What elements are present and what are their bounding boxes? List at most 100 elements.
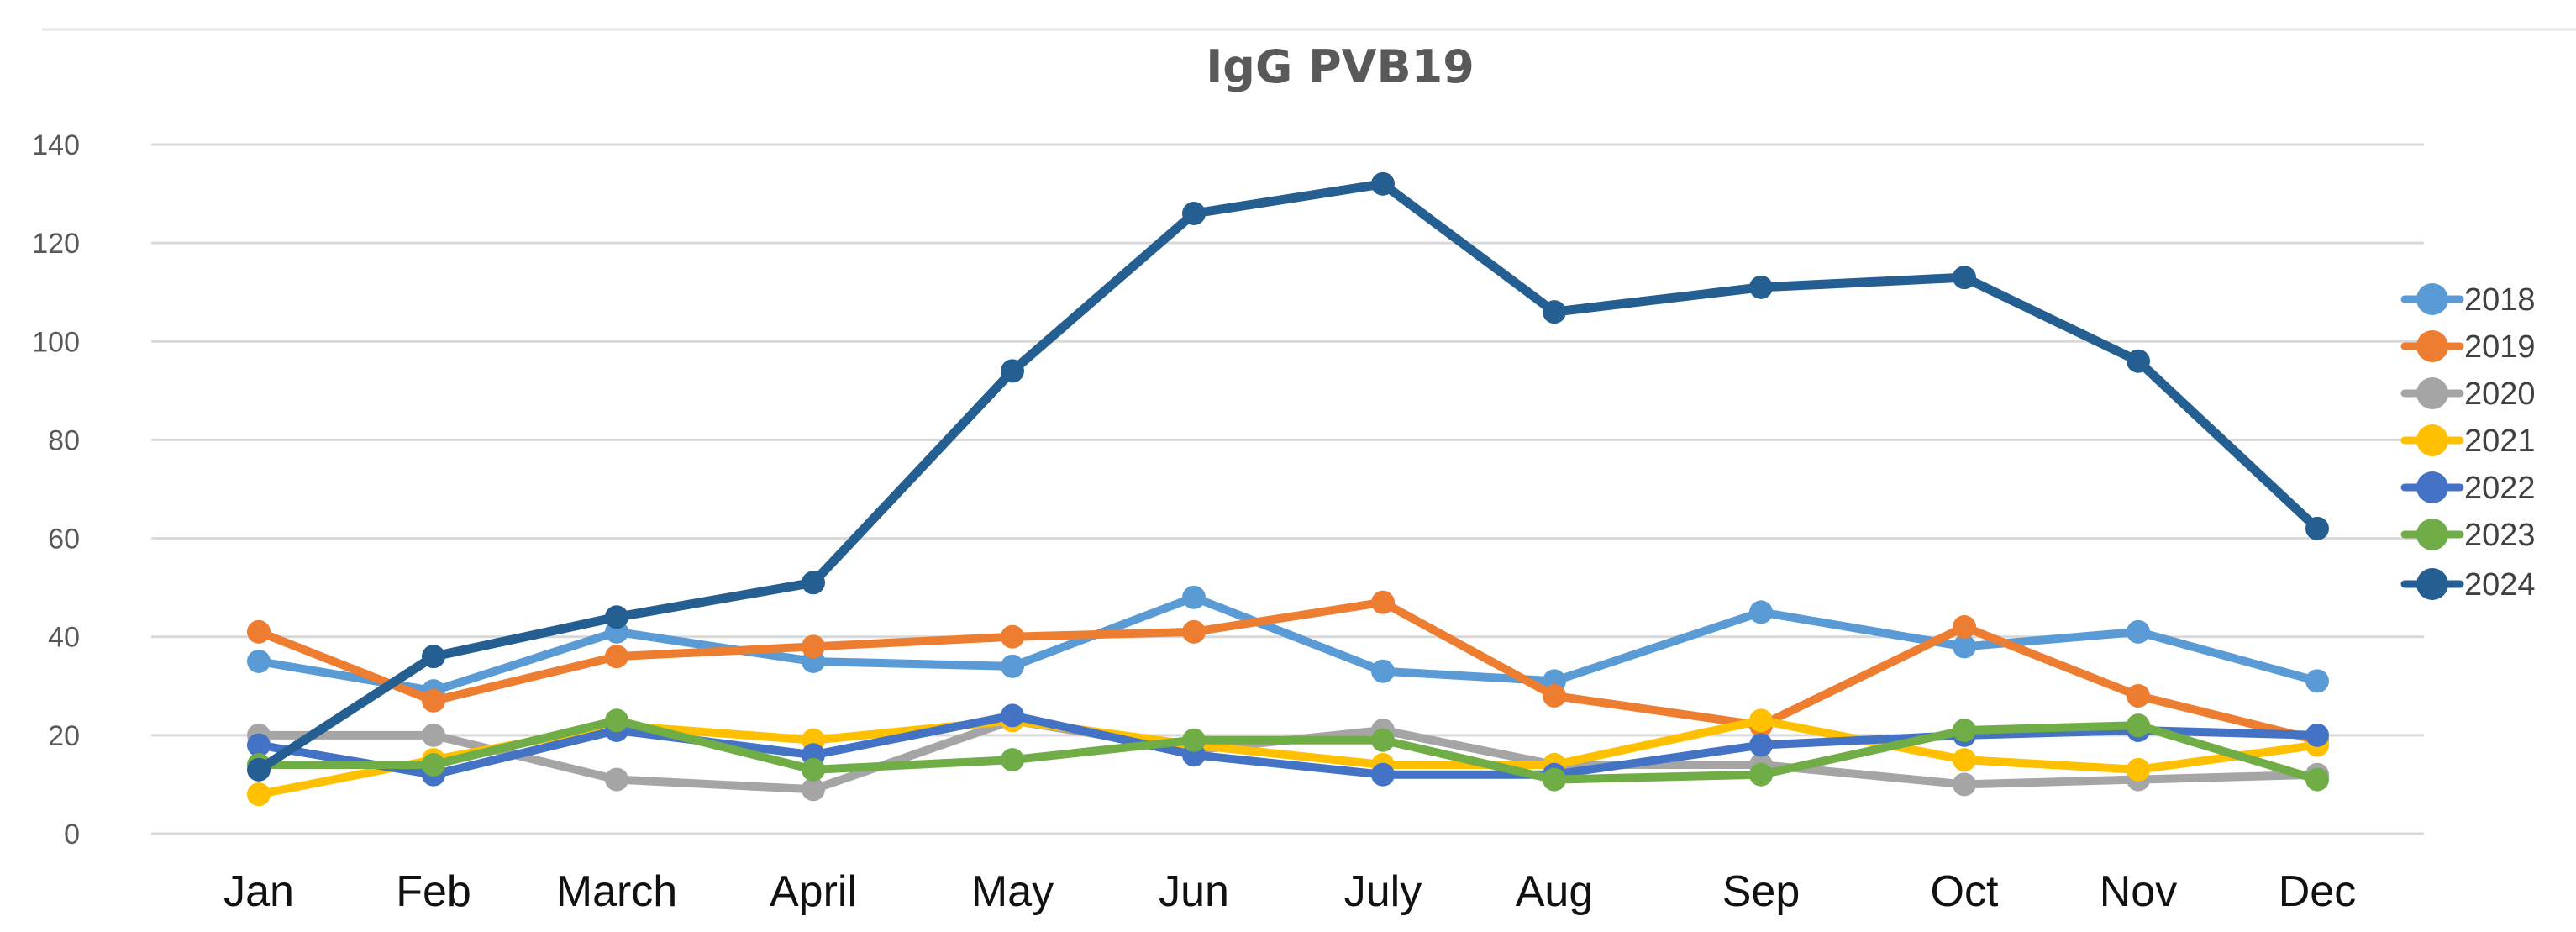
data-point [422,753,445,777]
data-point [1371,762,1395,787]
y-tick-label: 100 [32,326,80,358]
legend-item-2023: 2023 [2400,518,2536,553]
data-point [1953,266,1976,290]
data-point [1371,728,1395,752]
x-tick-label: April [770,867,857,916]
legend-label: 2019 [2464,329,2536,365]
legend-item-2019: 2019 [2400,329,2536,365]
data-point [1001,359,1024,383]
legend-swatch-marker [2416,519,2448,550]
x-tick-label: Jan [223,867,294,916]
data-point [1182,585,1206,609]
data-point [1953,748,1976,772]
y-tick-label: 60 [48,524,80,556]
legend-item-2021: 2021 [2400,424,2536,459]
x-tick-label: Feb [396,867,471,916]
series-line [255,711,2321,779]
data-point [422,688,445,713]
legend-item-2018: 2018 [2400,282,2536,318]
x-tick-label: March [556,867,677,916]
data-point [1749,600,1773,624]
y-tick-label: 80 [48,424,80,456]
legend-label: 2018 [2464,282,2536,318]
y-tick-label: 120 [32,228,80,260]
data-point [1749,733,1773,757]
data-point [1371,590,1395,614]
legend-label: 2021 [2464,424,2536,459]
data-point [1953,615,1976,639]
x-tick-label: Dec [2279,867,2356,916]
legend-label: 2020 [2464,376,2536,412]
data-point [247,782,271,807]
series-group [247,171,2329,807]
y-tick-label: 0 [64,819,80,850]
x-tick-label: Aug [1516,867,1594,916]
data-point [247,733,271,757]
legend-swatch-marker [2416,330,2448,362]
legend-swatch-marker [2416,283,2448,315]
data-point [2305,723,2329,747]
data-point [1182,202,1206,225]
data-point [1543,300,1566,324]
legend-label: 2024 [2464,567,2536,603]
y-tick-label: 140 [32,129,80,161]
x-tick-label: July [1344,867,1422,916]
y-tick-label: 20 [48,720,80,752]
legend-item-2024: 2024 [2400,567,2536,603]
data-point [422,645,445,669]
data-point [1371,659,1395,683]
x-tick-label: May [971,867,1054,916]
data-point [1001,703,1024,728]
x-tick-label: Oct [1931,867,1999,916]
data-point [1749,275,1773,299]
data-point [1749,762,1773,787]
legend-label: 2022 [2464,471,2536,506]
x-tick-label: Nov [2100,867,2177,916]
data-point [2127,713,2150,738]
series-2024 [247,171,2329,782]
data-point [605,767,628,792]
series-2021 [247,708,2329,807]
data-point [1543,767,1566,792]
x-tick-label: Sep [1722,867,1801,916]
data-point [802,634,825,659]
data-point [2305,669,2329,693]
x-axis-ticks: Jan Feb March April May Jun July Aug Sep Oct Nov De… [223,867,2356,916]
legend-swatch-marker [2416,568,2448,600]
data-point [802,757,825,782]
data-point [1749,708,1773,733]
data-point [605,645,628,669]
data-point [1953,772,1976,797]
series-line [255,592,2321,696]
legend-item-2020: 2020 [2400,376,2536,412]
series-2022 [247,703,2329,787]
data-point [802,777,825,802]
y-tick-label: 40 [48,622,80,654]
data-point [1001,654,1024,678]
data-point [1182,619,1206,644]
data-point [1953,719,1976,742]
data-point [247,650,271,673]
chart-title: IgG PVB19 [1206,40,1475,93]
data-point [1001,748,1024,772]
data-point [802,571,825,595]
data-point [2127,349,2150,373]
data-point [2127,684,2150,708]
series-line [255,598,2321,745]
data-point [1953,634,1976,659]
data-point [605,708,628,733]
series-line [254,179,2322,775]
data-point [605,605,628,629]
legend-swatch-marker [2416,471,2448,503]
legend-label: 2023 [2464,518,2536,553]
data-point [1371,171,1395,196]
x-tick-label: Jun [1159,867,1229,916]
data-point [422,723,445,747]
y-axis-ticks: 0 20 40 60 80 100 120 140 [32,129,80,850]
data-point [2127,757,2150,782]
legend: 2018 2019 2020 2021 2022 2023 2024 [2400,282,2536,603]
data-point [1182,728,1206,752]
data-point [247,757,271,782]
data-point [2305,767,2329,792]
